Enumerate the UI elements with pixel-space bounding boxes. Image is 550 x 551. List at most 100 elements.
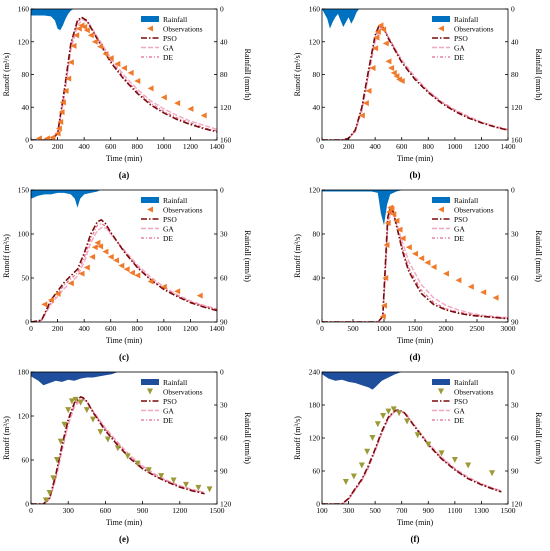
observation-point [385,58,392,65]
panel-label: (d) [410,352,421,362]
observation-point [61,421,68,428]
legend-observations-marker [147,206,153,213]
legend-label: GA [163,225,174,234]
observation-point [492,294,499,301]
observation-point [374,28,381,35]
observation-point [382,275,389,281]
observation-point [187,105,194,112]
observation-point [73,32,80,39]
y-tick-label: 120 [18,37,30,46]
panel-label: (c) [119,352,129,362]
panel-label: (e) [119,534,129,544]
y2-tick-label: 30 [220,230,228,239]
x-tick-label: 800 [423,142,435,151]
observation-point [67,280,74,287]
y2-tick-label: 0 [220,368,224,377]
observation-point [114,445,121,452]
observation-point [467,283,474,290]
observation-point [393,217,400,224]
y-tick-label: 240 [309,368,321,377]
y-tick-label: 120 [18,412,30,421]
legend-label: PSO [163,34,177,43]
observation-point [87,32,94,39]
x-tick-label: 200 [52,142,64,151]
observation-point [390,406,397,413]
y2-tick-label: 60 [220,434,228,443]
legend-rainfall-swatch [432,379,450,385]
observation-point [124,453,131,460]
legend-label: Observations [454,206,494,215]
y2-tick-label: 90 [511,467,519,476]
x-tick-label: 1300 [474,506,489,515]
legend-label: PSO [454,215,468,224]
y2-tick-label: 160 [511,136,523,145]
x-tick-label: 300 [343,506,355,515]
x-tick-label: 0 [29,506,33,515]
x-axis-label: Time (min) [397,154,434,163]
observation-point [134,272,141,279]
x-axis-label: Time (min) [397,336,434,345]
y2-axis-label: Rainfall (mm/h) [243,412,252,464]
y2-tick-label: 80 [511,70,519,79]
x-tick-label: 800 [132,142,144,151]
x-tick-label: 1000 [447,142,462,151]
rainfall-area [322,372,402,390]
legend-rainfall-swatch [141,379,159,385]
legend-observations-marker [438,388,444,395]
observation-point [57,438,64,445]
observation-point [393,73,400,80]
legend-rainfall-swatch [432,16,450,22]
x-tick-label: 0 [29,142,33,151]
y-tick-label: 180 [18,368,30,377]
series-de-line [31,222,217,322]
x-tick-label: 500 [370,506,382,515]
y-tick-label: 0 [25,136,29,145]
observation-point [104,436,111,443]
legend-label: DE [163,416,173,425]
y-tick-label: 0 [25,318,29,327]
observation-point [83,264,90,271]
y-tick-label: 40 [313,274,321,283]
y2-tick-label: 160 [220,136,232,145]
series-de-line [322,208,508,322]
y2-tick-label: 60 [511,274,519,283]
observation-point [68,398,75,405]
observation-point [145,467,152,474]
x-tick-label: 1500 [210,506,225,515]
observation-point [362,100,369,107]
rainfall-area [322,190,403,226]
observation-point [91,244,98,251]
y-axis-label: Runoff (m³/s) [2,416,11,460]
observation-point [383,242,390,248]
observation-point [97,429,104,436]
observation-point [54,290,61,297]
panel-label: (f) [411,534,420,544]
observation-point [388,205,395,212]
observation-point [58,109,65,116]
legend-observations-marker [147,25,153,32]
observation-point [65,75,72,82]
y2-tick-label: 0 [220,186,224,195]
observation-point [67,59,74,66]
y-tick-label: 80 [22,70,30,79]
observation-point [388,64,395,71]
observation-point [381,302,387,309]
observation-point [174,288,181,295]
rainfall-area [31,190,101,208]
x-tick-label: 1200 [183,142,198,151]
observation-point [414,432,421,439]
legend-observations-marker [438,206,444,213]
observation-point [404,418,411,425]
series-pso-line [322,24,508,140]
observation-point [170,477,177,484]
observation-point [42,497,49,504]
observation-point [369,64,376,71]
observation-point [373,34,380,41]
x-tick-label: 600 [100,506,112,515]
observation-point [91,38,98,45]
y-tick-label: 120 [309,37,321,46]
chart-panel-a: 0 200 400 600 800 1000 1200 1400 0 40 80 120 160 0 40 8… [2,5,252,181]
observation-point [380,413,387,419]
